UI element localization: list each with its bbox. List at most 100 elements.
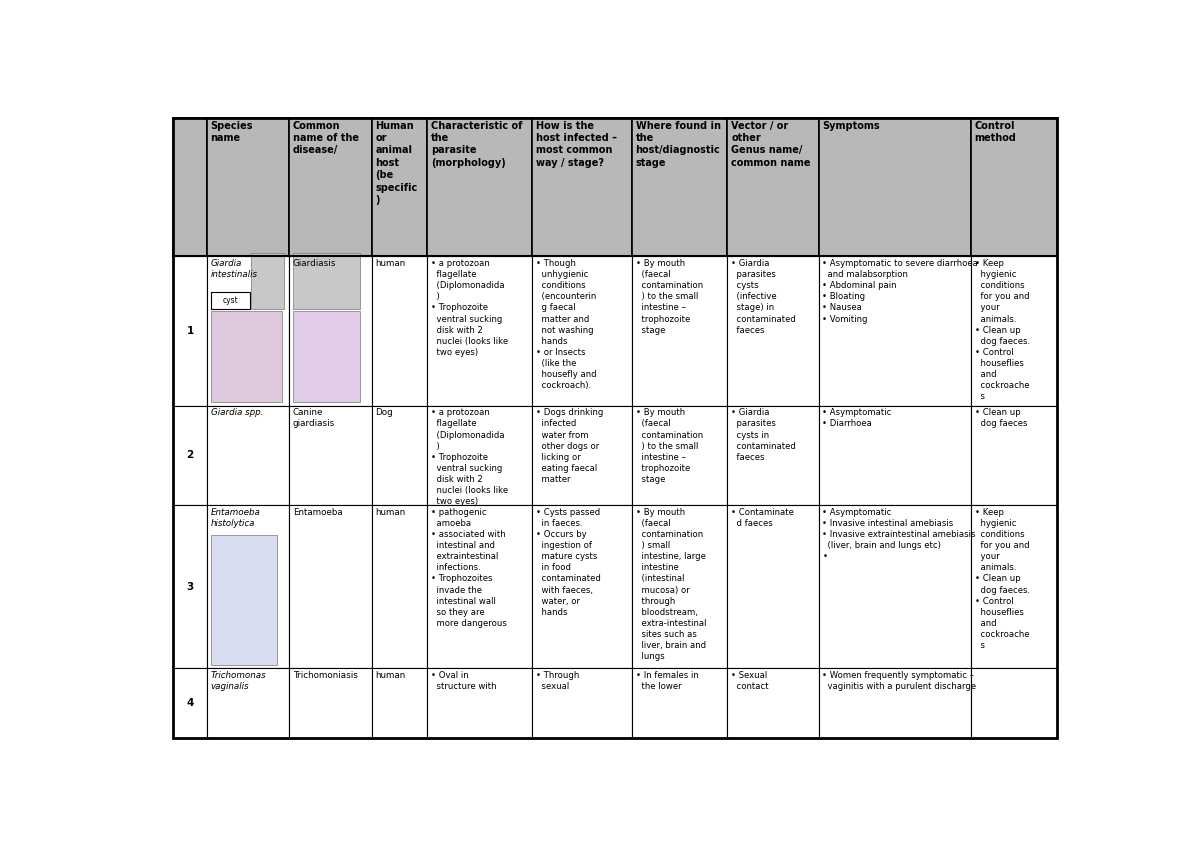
- Text: Common
name of the
disease/: Common name of the disease/: [293, 120, 359, 155]
- Bar: [293, 310, 360, 403]
- Text: Giardia spp.: Giardia spp.: [211, 408, 263, 417]
- Text: • By mouth
  (faecal
  contamination
  ) small
  intestine, large
  intestine
  : • By mouth (faecal contamination ) small…: [636, 508, 706, 661]
- Text: Entamoeba: Entamoeba: [293, 508, 343, 516]
- Bar: [727, 256, 818, 405]
- Bar: [289, 505, 372, 668]
- Text: • Sexual
  contact: • Sexual contact: [731, 671, 769, 691]
- Bar: [372, 405, 427, 505]
- Bar: [727, 405, 818, 505]
- Text: • a protozoan
  flagellate
  (Diplomonadida
  )
• Trophozoite
  ventral sucking
: • a protozoan flagellate (Diplomonadida …: [431, 259, 508, 357]
- Bar: [818, 405, 971, 505]
- Bar: [211, 293, 250, 309]
- Bar: [971, 118, 1057, 256]
- Bar: [372, 256, 427, 405]
- Text: • By mouth
  (faecal
  contamination
  ) to the small
  intestine –
  trophozoit: • By mouth (faecal contamination ) to th…: [636, 259, 703, 335]
- Text: • Asymptomatic
• Invasive intestinal amebiasis
• Invasive extraintestinal amebia: • Asymptomatic • Invasive intestinal ame…: [822, 508, 976, 561]
- Text: • In females in
  the lower: • In females in the lower: [636, 671, 698, 691]
- Text: Trichomoniasis: Trichomoniasis: [293, 671, 358, 680]
- Bar: [532, 505, 632, 668]
- Text: Human
or
animal
host
(be
specific
): Human or animal host (be specific ): [376, 120, 418, 205]
- Bar: [427, 256, 532, 405]
- Text: Canine
giardiasis: Canine giardiasis: [293, 408, 335, 428]
- Text: 4: 4: [186, 699, 193, 708]
- Bar: [211, 534, 276, 665]
- Bar: [632, 256, 727, 405]
- Bar: [251, 254, 284, 309]
- Bar: [971, 405, 1057, 505]
- Bar: [206, 505, 289, 668]
- Bar: [818, 505, 971, 668]
- Text: • pathogenic
  amoeba
• associated with
  intestinal and
  extraintestinal
  inf: • pathogenic amoeba • associated with in…: [431, 508, 506, 628]
- Text: • Dogs drinking
  infected
  water from
  other dogs or
  licking or
  eating fa: • Dogs drinking infected water from othe…: [535, 408, 602, 484]
- Bar: [632, 405, 727, 505]
- Bar: [818, 118, 971, 256]
- Bar: [173, 668, 206, 739]
- Text: How is the
host infected –
most common
way / stage?: How is the host infected – most common w…: [535, 120, 617, 168]
- Text: 1: 1: [186, 326, 193, 336]
- Bar: [427, 668, 532, 739]
- Text: • Clean up
  dog faeces: • Clean up dog faeces: [974, 408, 1027, 428]
- Text: • Contaminate
  d faeces: • Contaminate d faeces: [731, 508, 794, 528]
- Text: Symptoms: Symptoms: [822, 120, 880, 131]
- Bar: [818, 668, 971, 739]
- Bar: [206, 405, 289, 505]
- Bar: [532, 256, 632, 405]
- Text: • Through
  sexual: • Through sexual: [535, 671, 578, 691]
- Bar: [173, 505, 206, 668]
- Text: • Keep
  hygienic
  conditions
  for you and
  your
  animals.
• Clean up
  dog : • Keep hygienic conditions for you and y…: [974, 259, 1030, 401]
- Text: human: human: [376, 508, 406, 516]
- Bar: [532, 405, 632, 505]
- Bar: [372, 668, 427, 739]
- Text: Characteristic of
the
parasite
(morphology): Characteristic of the parasite (morpholo…: [431, 120, 522, 168]
- Bar: [289, 256, 372, 405]
- Bar: [632, 668, 727, 739]
- Bar: [427, 405, 532, 505]
- Bar: [818, 256, 971, 405]
- Text: Trichomonas
vaginalis: Trichomonas vaginalis: [211, 671, 266, 691]
- Bar: [289, 668, 372, 739]
- Text: 3: 3: [186, 582, 193, 592]
- Bar: [632, 118, 727, 256]
- Bar: [173, 405, 206, 505]
- Bar: [293, 254, 360, 309]
- Text: Dog: Dog: [376, 408, 394, 417]
- Text: • By mouth
  (faecal
  contamination
  ) to the small
  intestine –
  trophozoit: • By mouth (faecal contamination ) to th…: [636, 408, 703, 484]
- Bar: [727, 118, 818, 256]
- Text: human: human: [376, 671, 406, 680]
- Text: Species
name: Species name: [211, 120, 253, 143]
- Text: • Though
  unhygienic
  conditions
  (encounterin
  g faecal
  matter and
  not : • Though unhygienic conditions (encounte…: [535, 259, 596, 390]
- Text: cyst: cyst: [222, 296, 238, 305]
- Text: Giardia
intestinalis: Giardia intestinalis: [211, 259, 258, 279]
- Bar: [211, 310, 282, 403]
- Text: Vector / or
other
Genus name/
common name: Vector / or other Genus name/ common nam…: [731, 120, 811, 168]
- Bar: [727, 668, 818, 739]
- Text: • Giardia
  parasites
  cysts in
  contaminated
  faeces: • Giardia parasites cysts in contaminate…: [731, 408, 796, 461]
- Bar: [289, 118, 372, 256]
- Bar: [427, 118, 532, 256]
- Text: Control
method: Control method: [974, 120, 1016, 143]
- Text: Entamoeba
histolytica: Entamoeba histolytica: [211, 508, 260, 528]
- Bar: [971, 505, 1057, 668]
- Bar: [372, 505, 427, 668]
- Bar: [427, 505, 532, 668]
- Bar: [206, 118, 289, 256]
- Bar: [206, 668, 289, 739]
- Bar: [173, 256, 206, 405]
- Bar: [289, 405, 372, 505]
- Bar: [372, 118, 427, 256]
- Bar: [173, 118, 206, 256]
- Text: • Oval in
  structure with: • Oval in structure with: [431, 671, 497, 691]
- Text: • Asymptomatic
• Diarrhoea: • Asymptomatic • Diarrhoea: [822, 408, 892, 428]
- Bar: [971, 668, 1057, 739]
- Text: Where found in
the
host/diagnostic
stage: Where found in the host/diagnostic stage: [636, 120, 720, 168]
- Text: • Keep
  hygienic
  conditions
  for you and
  your
  animals.
• Clean up
  dog : • Keep hygienic conditions for you and y…: [974, 508, 1030, 650]
- Text: human: human: [376, 259, 406, 268]
- Bar: [727, 505, 818, 668]
- Text: • Cysts passed
  in faeces.
• Occurs by
  ingestion of
  mature cysts
  in food
: • Cysts passed in faeces. • Occurs by in…: [535, 508, 600, 616]
- Text: • Women frequently symptomatic –
  vaginitis with a purulent discharge: • Women frequently symptomatic – vaginit…: [822, 671, 977, 691]
- Text: • Giardia
  parasites
  cysts
  (infective
  stage) in
  contaminated
  faeces: • Giardia parasites cysts (infective sta…: [731, 259, 796, 335]
- Bar: [971, 256, 1057, 405]
- Text: • a protozoan
  flagellate
  (Diplomonadida
  )
• Trophozoite
  ventral sucking
: • a protozoan flagellate (Diplomonadida …: [431, 408, 508, 506]
- Bar: [532, 668, 632, 739]
- Text: Giardiasis: Giardiasis: [293, 259, 336, 268]
